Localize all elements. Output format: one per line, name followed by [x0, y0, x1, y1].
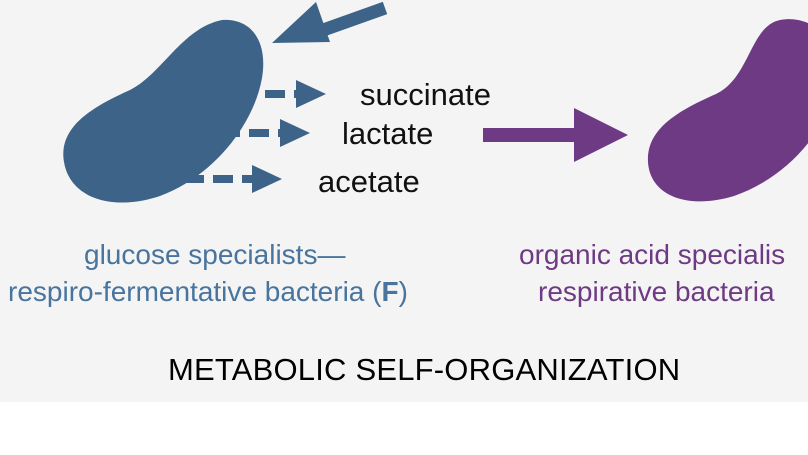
lactate-dashed-arrow [220, 119, 310, 147]
organic-acid-specialists-caption-line2: respirative bacteria [538, 276, 775, 307]
glucose-input-arrow [272, 1, 388, 43]
caption-line2-suffix: ) [398, 276, 408, 307]
lactate-label: lactate [342, 116, 434, 151]
succinate-dashed-arrow [236, 80, 326, 108]
diagram-graphics [63, 1, 808, 203]
glucose-specialist-cell [63, 19, 264, 203]
diagram-canvas: succinate lactate acetate glucose specia… [0, 0, 808, 402]
transfer-arrow [483, 108, 628, 162]
caption-line2-bold: F [381, 276, 399, 307]
caption-line2-prefix: respiro-fermentative bacteria ( [8, 276, 382, 307]
glucose-specialists-caption-line2: respiro-fermentative bacteria (F) [8, 278, 408, 306]
glucose-specialists-caption-line1: glucose specialists— [84, 239, 346, 270]
acetate-dashed-arrow [184, 165, 282, 193]
blank-area [0, 402, 808, 455]
acetate-label: acetate [318, 164, 420, 199]
organic-acid-specialist-cell [647, 19, 808, 202]
succinate-label: succinate [360, 77, 491, 112]
diagram-title: METABOLIC SELF-ORGANIZATION [168, 352, 681, 387]
organic-acid-specialists-caption-line1: organic acid specialis [519, 239, 786, 270]
